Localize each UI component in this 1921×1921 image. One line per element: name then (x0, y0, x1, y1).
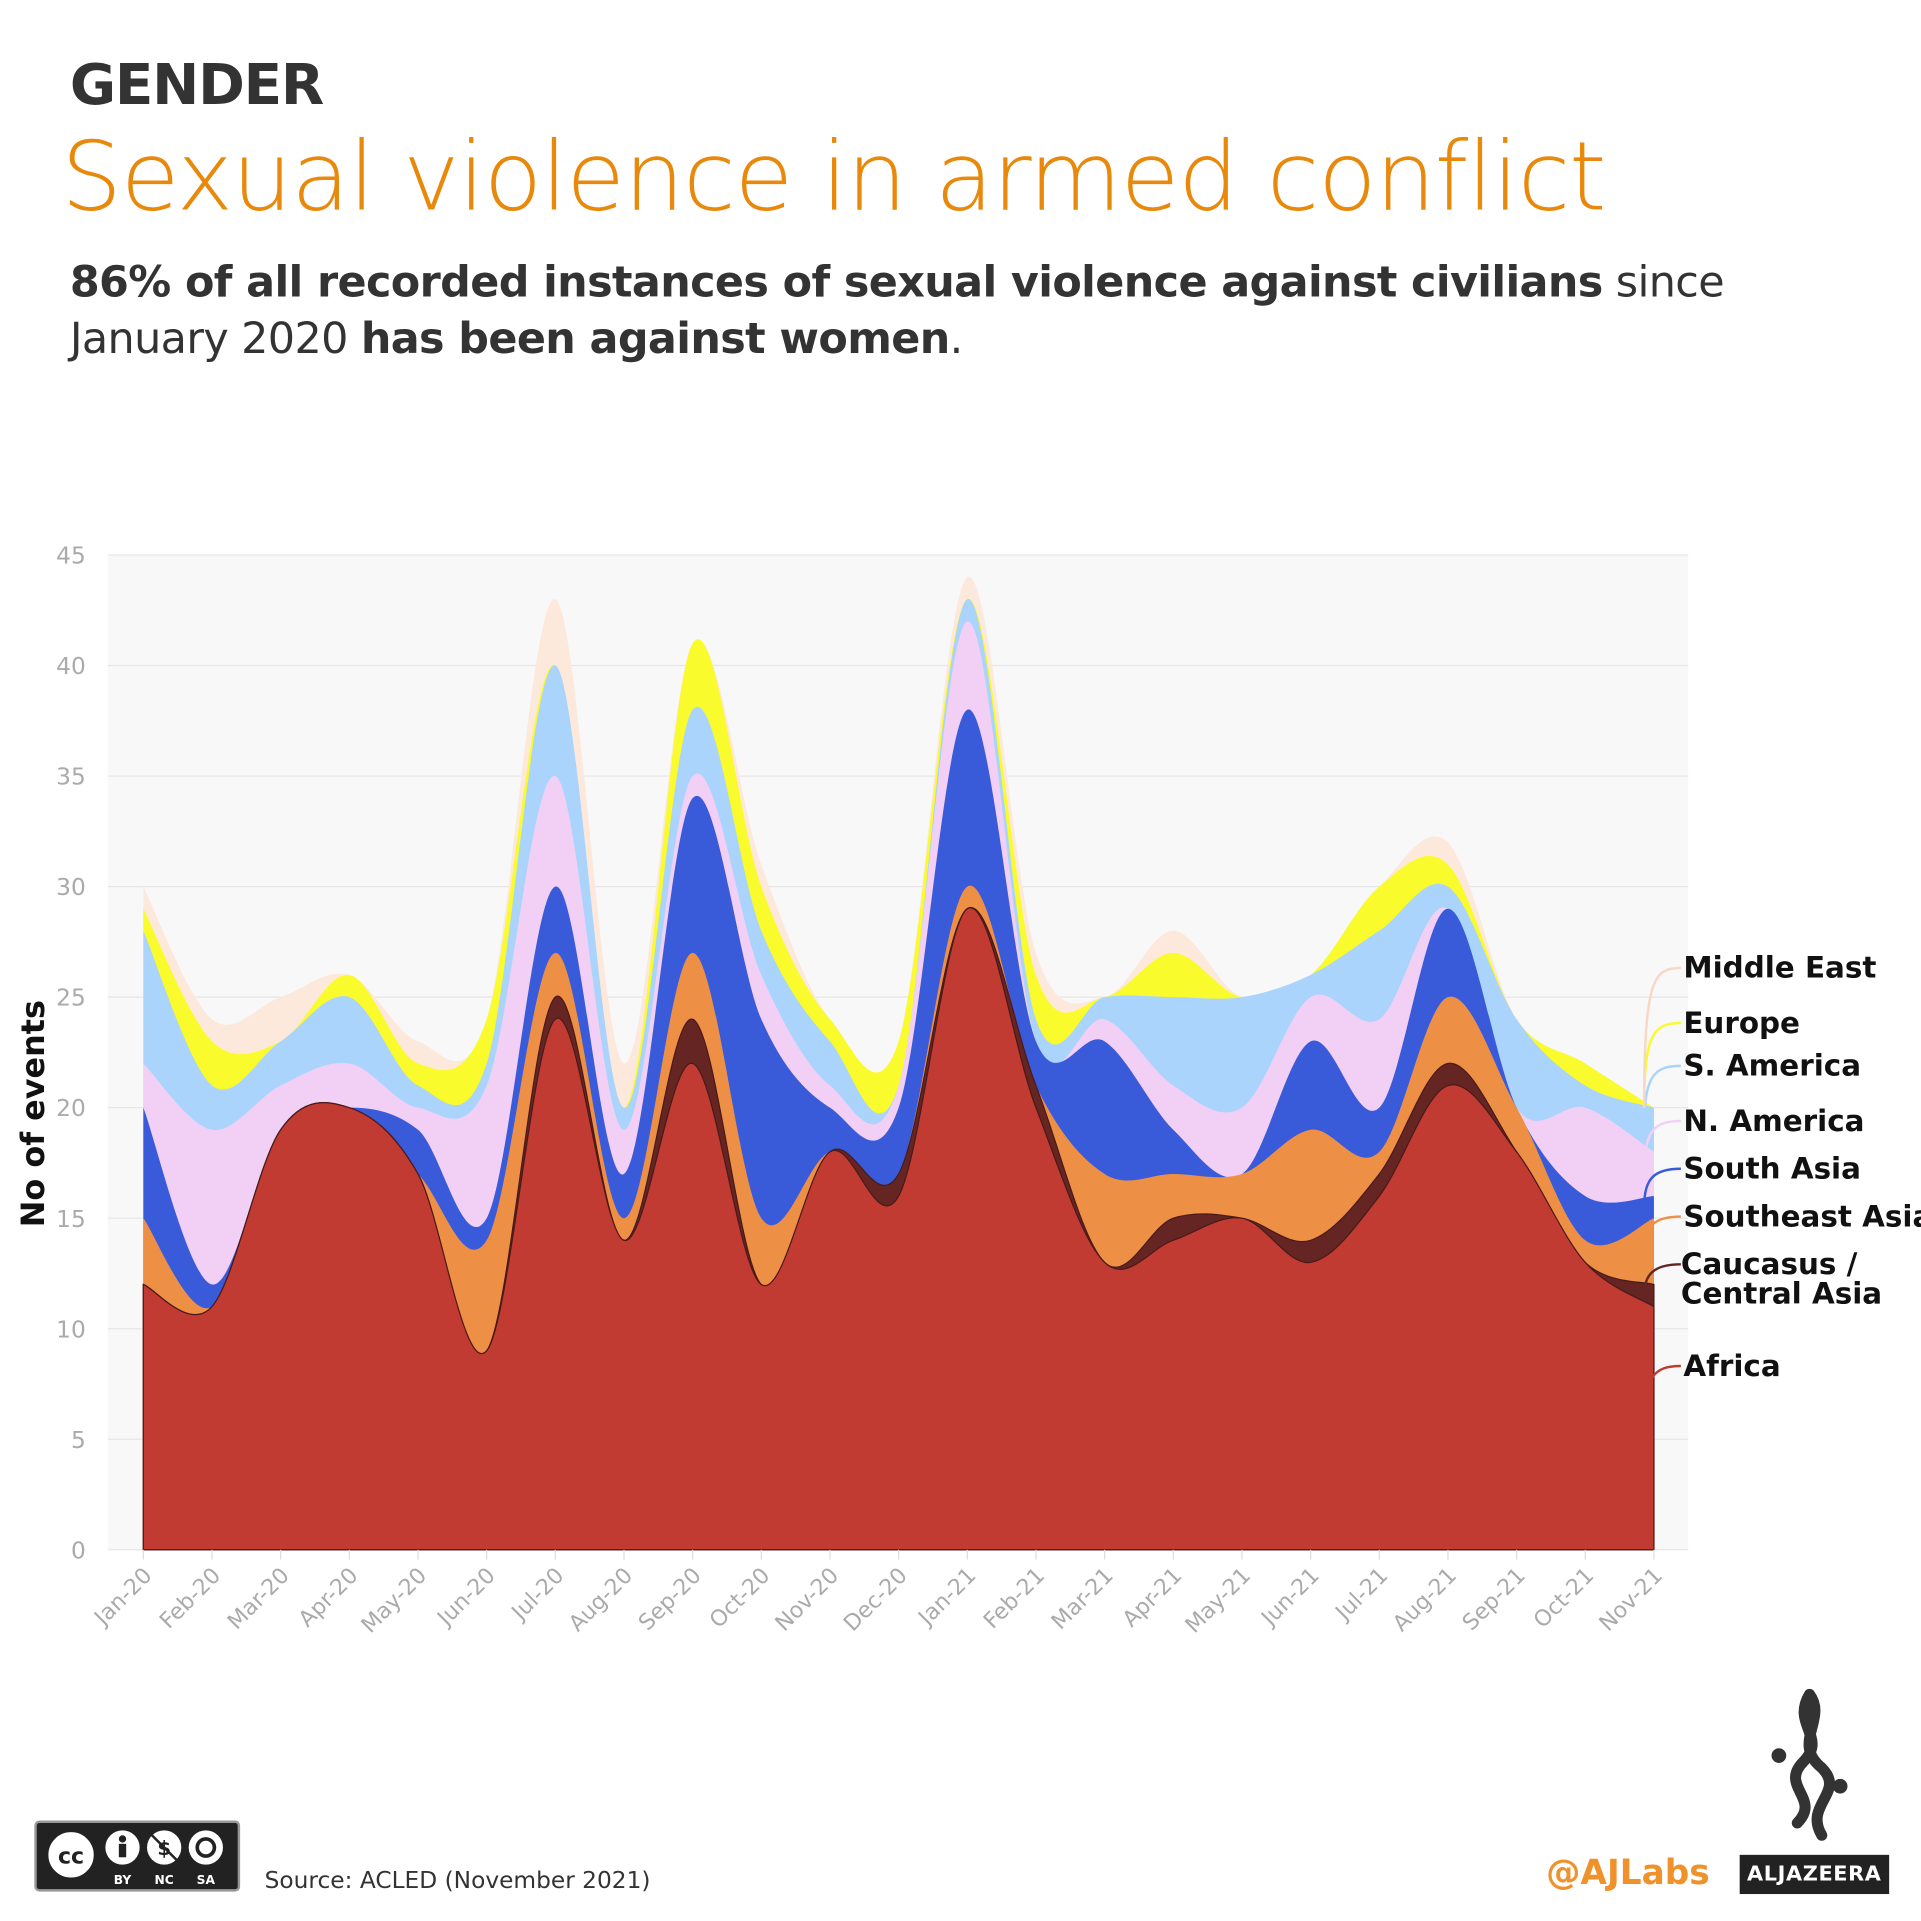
x-tick-label: May-21 (1181, 1563, 1256, 1638)
subtitle-part: 86% of all recorded instances of sexual … (69, 258, 1603, 308)
subtitle-part: . (949, 314, 964, 364)
x-tick-label: Jul-20 (506, 1563, 569, 1626)
y-tick-label: 45 (56, 543, 86, 570)
x-tick-label: Jul-21 (1330, 1563, 1393, 1626)
x-tick-label: Sep-21 (1458, 1563, 1531, 1636)
svg-text:BY: BY (114, 1873, 132, 1887)
y-tick-label: 40 (56, 653, 86, 680)
x-tick-label: Apr-20 (294, 1563, 363, 1632)
y-axis-label: No of events (14, 1000, 52, 1227)
y-tick-label: 30 (56, 874, 86, 901)
aljazeera-logo-icon (1771, 1688, 1848, 1841)
page-title: Sexual violence in armed conflict (61, 122, 1606, 233)
x-tick-label: Nov-21 (1595, 1563, 1668, 1636)
x-tick-label: Sep-20 (634, 1563, 707, 1636)
x-tick-label: Apr-21 (1118, 1563, 1187, 1632)
x-tick-label: Mar-21 (1047, 1563, 1119, 1635)
source-note: Source: ACLED (November 2021) (264, 1867, 651, 1895)
x-tick-label: May-20 (357, 1563, 432, 1638)
legend-label: Africa (1683, 1349, 1780, 1383)
legend-connector (1642, 1064, 1681, 1130)
legend-label: Southeast Asia (1683, 1199, 1921, 1233)
legend-label: S. America (1683, 1049, 1861, 1083)
y-tick-label: 5 (71, 1427, 86, 1454)
y-tick-label: 25 (56, 985, 86, 1012)
x-tick-label: Jan-20 (89, 1563, 158, 1632)
x-tick-label: Mar-20 (223, 1563, 295, 1635)
x-tick-label: Dec-20 (839, 1563, 912, 1636)
x-tick-label: Jun-21 (1256, 1563, 1325, 1632)
legend-label: Central Asia (1681, 1277, 1882, 1311)
legend-label: Middle East (1683, 951, 1876, 985)
legend-connector (1642, 1119, 1681, 1174)
subtitle: 86% of all recorded instances of sexual … (70, 255, 1810, 368)
kicker: GENDER (69, 51, 324, 118)
legend-connector (1642, 1167, 1681, 1208)
y-tick-label: 0 (71, 1537, 86, 1564)
subtitle-part: has been against women (360, 314, 950, 364)
legend-connector (1642, 1215, 1681, 1252)
legend-label: Europe (1683, 1006, 1800, 1040)
x-tick-label: Oct-20 (705, 1563, 775, 1633)
svg-text:SA: SA (197, 1873, 216, 1887)
legend-label: Caucasus / (1681, 1247, 1858, 1281)
y-tick-label: 20 (56, 1095, 86, 1122)
svg-text:cc: cc (58, 1844, 84, 1869)
brand-wordmark: ALJAZEERA (1739, 1854, 1889, 1895)
x-tick-label: Jan-21 (913, 1563, 982, 1632)
legend-label: N. America (1683, 1104, 1864, 1138)
area-africa (142, 907, 1655, 1551)
x-tick-label: Feb-21 (979, 1563, 1050, 1634)
y-tick-label: 10 (56, 1316, 86, 1343)
x-tick-label: Aug-20 (564, 1563, 638, 1637)
y-tick-label: 15 (56, 1206, 86, 1233)
x-tick-label: Jun-20 (432, 1563, 501, 1632)
x-tick-label: Aug-21 (1388, 1563, 1462, 1637)
legend-connector (1642, 1364, 1681, 1429)
subtitle-part: since January 2020 (69, 258, 1725, 364)
svg-text:NC: NC (155, 1873, 174, 1887)
cc-license-badge: cc $ BY NC SA (34, 1820, 241, 1892)
cc-icon: cc $ BY NC SA (44, 1828, 223, 1887)
legend-label: South Asia (1683, 1152, 1861, 1186)
y-tick-label: 35 (56, 764, 86, 791)
legend-connector (1642, 1263, 1681, 1296)
x-tick-label: Oct-21 (1529, 1563, 1599, 1633)
social-handle: @AJLabs (1546, 1852, 1710, 1893)
x-tick-label: Feb-20 (155, 1563, 226, 1634)
legend-connector (1642, 966, 1681, 1108)
x-tick-label: Nov-20 (771, 1563, 844, 1636)
